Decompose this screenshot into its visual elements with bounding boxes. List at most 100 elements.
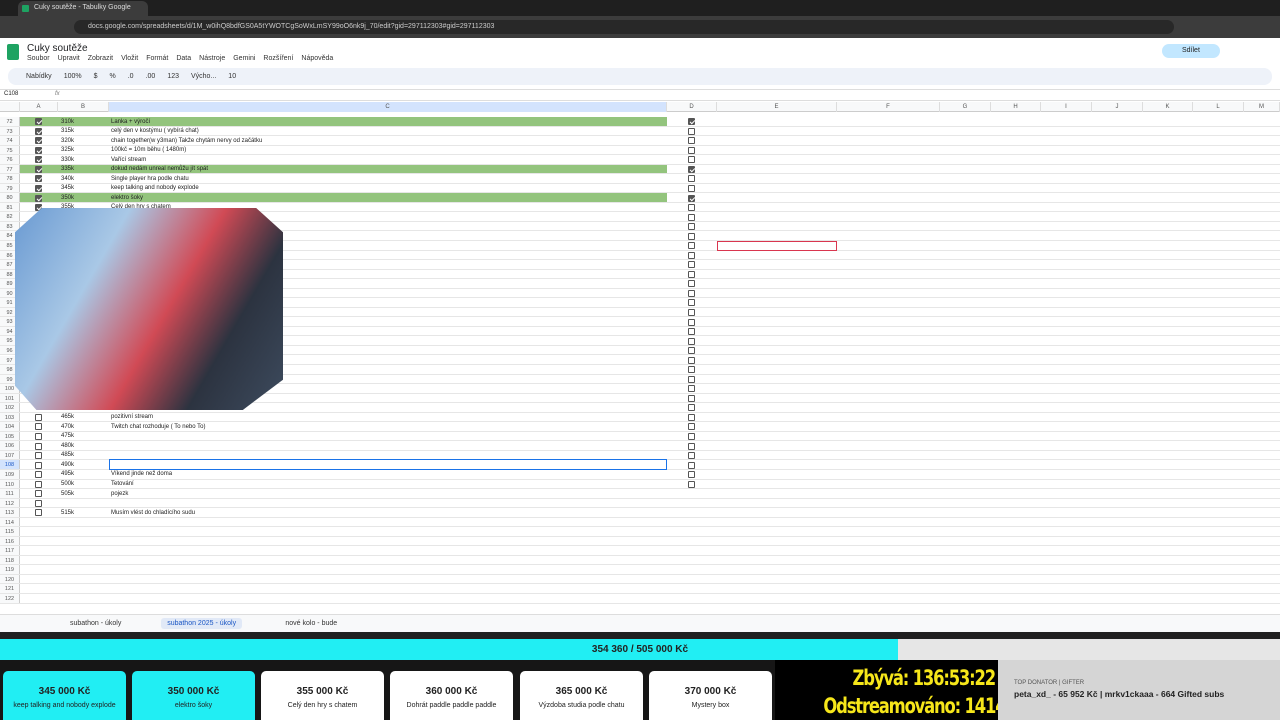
checkbox[interactable] (688, 442, 695, 450)
cell-c[interactable]: Tetování (111, 481, 134, 488)
cell-c[interactable]: pozitivní stream (111, 414, 154, 421)
row-number[interactable]: 72 (0, 117, 20, 126)
checkbox[interactable] (688, 118, 695, 126)
sheet-tab[interactable]: subathon 2025 - úkoly (161, 618, 243, 629)
checkbox[interactable] (688, 404, 695, 412)
row-number[interactable]: 105 (0, 431, 20, 441)
checkbox[interactable] (688, 223, 695, 231)
name-box[interactable]: C108 (4, 91, 19, 97)
checkbox[interactable] (688, 337, 695, 345)
menu-item[interactable]: Rozšíření (263, 55, 294, 62)
checkbox[interactable] (688, 289, 695, 297)
cell-b[interactable]: 505k (61, 490, 75, 497)
column-header[interactable]: G (940, 102, 991, 112)
row-number[interactable]: 110 (0, 479, 20, 489)
checkbox[interactable] (688, 146, 695, 154)
column-header[interactable]: K (1143, 102, 1193, 112)
toolbar-item[interactable]: $ (93, 73, 98, 80)
browser-tab[interactable]: Cuky soutěže - Tabulky Google (18, 1, 148, 16)
checkbox[interactable] (688, 156, 695, 164)
cell-b[interactable]: 515k (61, 509, 75, 516)
checkbox[interactable] (688, 347, 695, 355)
cell-c[interactable]: elektro šoky (111, 194, 144, 201)
column-header[interactable]: E (717, 102, 837, 112)
row-number[interactable]: 108 (0, 460, 20, 469)
checkbox[interactable] (688, 385, 695, 393)
column-header[interactable]: C (109, 102, 667, 112)
row-number[interactable]: 73 (0, 126, 20, 136)
row-number[interactable]: 119 (0, 565, 20, 574)
checkbox[interactable] (688, 175, 695, 183)
row-number[interactable]: 117 (0, 546, 20, 555)
checkbox[interactable] (688, 356, 695, 364)
row-number[interactable]: 115 (0, 527, 20, 536)
column-header[interactable]: I (1041, 102, 1092, 112)
checkbox[interactable] (35, 184, 42, 192)
row-number[interactable]: 83 (0, 221, 20, 231)
checkbox[interactable] (35, 194, 42, 202)
toolbar-item[interactable]: 100% (63, 73, 82, 80)
checkbox[interactable] (688, 184, 695, 192)
row-number[interactable]: 114 (0, 517, 20, 527)
cell-c[interactable]: chain together(w y3man) Takže chytám ner… (111, 137, 263, 144)
checkbox[interactable] (688, 270, 695, 278)
sheet-tab[interactable]: nové kolo - bude (285, 620, 338, 627)
cell-c[interactable]: pojezk (111, 490, 129, 497)
cell-b[interactable]: 340k (61, 175, 75, 182)
toolbar-item[interactable]: 123 (167, 73, 179, 80)
row-number[interactable]: 103 (0, 412, 20, 422)
cell-c[interactable]: Single player hra podle chatu (111, 175, 189, 182)
cell-c[interactable]: celý den v kostýmu ( vybírá chat) (111, 128, 199, 135)
row-number[interactable]: 74 (0, 136, 20, 145)
checkbox[interactable] (688, 452, 695, 460)
menu-item[interactable]: Soubor (27, 55, 50, 62)
checkbox[interactable] (688, 471, 695, 479)
cell-c[interactable]: Víkend jinde než doma (111, 471, 173, 478)
checkbox[interactable] (688, 394, 695, 402)
menu-item[interactable]: Gemini (233, 55, 256, 62)
checkbox[interactable] (35, 175, 42, 183)
checkbox[interactable] (688, 433, 695, 440)
checkbox[interactable] (688, 461, 695, 469)
checkbox[interactable] (35, 423, 42, 431)
cell-b[interactable]: 320k (61, 137, 75, 144)
checkbox[interactable] (35, 490, 42, 498)
toolbar-item[interactable]: % (109, 73, 116, 80)
cell-c[interactable]: Lanka + výročí (111, 118, 151, 125)
checkbox[interactable] (35, 204, 42, 212)
checkbox[interactable] (688, 251, 695, 259)
checkbox[interactable] (688, 328, 695, 336)
cell-b[interactable]: 345k (61, 185, 75, 192)
toolbar-item[interactable]: .0 (127, 73, 134, 80)
row-number[interactable]: 106 (0, 441, 20, 450)
checkbox[interactable] (688, 308, 695, 316)
cell-b[interactable]: 325k (61, 147, 75, 154)
cell-b[interactable]: 310k (61, 118, 75, 125)
row-number[interactable]: 102 (0, 403, 20, 412)
cell-c[interactable]: Twitch chat rozhoduje ( To nebo To) (111, 423, 206, 430)
cell-b[interactable]: 335k (61, 166, 75, 173)
menu-item[interactable]: Nápověda (301, 55, 334, 62)
cell-c[interactable]: 100kč = 10m běhu ( 1480m) (111, 147, 187, 154)
toolbar-item[interactable]: Nabídky (26, 73, 52, 80)
column-header[interactable]: M (1244, 102, 1280, 112)
checkbox[interactable] (35, 433, 42, 440)
checkbox[interactable] (35, 461, 42, 469)
row-number[interactable]: 80 (0, 193, 20, 202)
row-number[interactable]: 81 (0, 202, 20, 212)
column-header[interactable]: F (837, 102, 940, 112)
cell-b[interactable]: 490k (61, 461, 75, 468)
menu-item[interactable]: Data (176, 55, 192, 62)
cell-b[interactable]: 480k (61, 442, 75, 449)
row-number[interactable]: 78 (0, 174, 20, 183)
cell-c[interactable]: Celý den hry s chatem (111, 204, 171, 211)
checkbox[interactable] (688, 261, 695, 269)
checkbox[interactable] (35, 118, 42, 126)
row-number[interactable]: 76 (0, 155, 20, 164)
cell-c[interactable]: Vařící stream (111, 156, 147, 163)
cell-b[interactable]: 355k (61, 204, 75, 211)
checkbox[interactable] (35, 127, 42, 135)
checkbox[interactable] (35, 509, 42, 517)
checkbox[interactable] (688, 127, 695, 135)
checkbox[interactable] (35, 452, 42, 460)
